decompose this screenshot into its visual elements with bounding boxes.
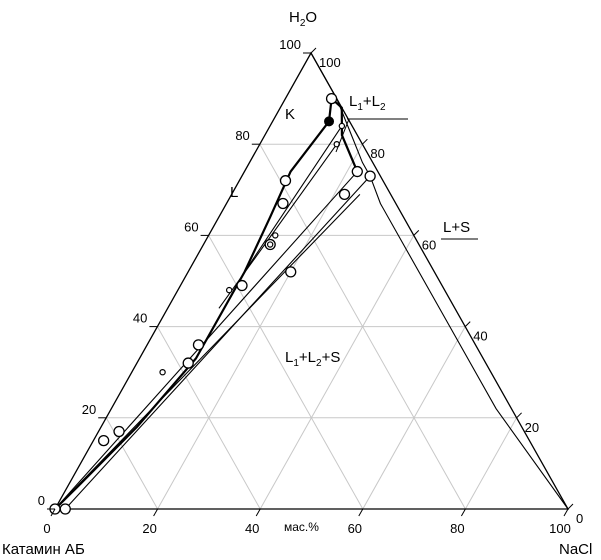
grid-nacl-40	[259, 235, 415, 510]
tick-label-bottom-20: 20	[142, 521, 156, 536]
large-point-14	[364, 170, 376, 182]
large-point-3	[113, 425, 125, 438]
tick-bottom-100	[563, 508, 569, 517]
phase-curves	[54, 52, 569, 510]
grid-lines	[105, 143, 518, 510]
data-points	[49, 92, 376, 515]
large-point-9	[285, 266, 297, 278]
h2o-main: H	[289, 9, 300, 26]
tick-label-left-100: 100	[279, 37, 301, 52]
region-label-LS: L+S	[443, 219, 470, 236]
small-point-4	[225, 286, 233, 294]
tie-line-4	[64, 175, 371, 510]
large-point-11	[325, 92, 338, 105]
small-point-0	[338, 122, 346, 130]
triangle-outline	[53, 51, 570, 510]
large-point-12	[351, 165, 363, 178]
tie-line-1	[218, 143, 338, 309]
tick-right-0	[567, 503, 574, 510]
tick-label-right-20: 20	[525, 420, 539, 435]
grid-nacl-80	[464, 417, 518, 510]
large-point-5	[192, 339, 205, 351]
tick-label-right-40: 40	[473, 329, 487, 344]
region-label-L1L2: L1+L2	[349, 93, 386, 113]
axis-unit-label: мас.%	[284, 520, 319, 534]
vertex-label-katamin: Катамин АБ	[2, 541, 85, 558]
tick-bottom-20	[153, 508, 159, 517]
h2o-subscript: 2	[300, 18, 306, 29]
solubility-curve	[310, 52, 569, 510]
small-point-5	[159, 369, 166, 376]
large-point-6	[236, 279, 248, 292]
binodal-left-curve	[54, 98, 333, 510]
tick-label-bottom-100: 100	[549, 521, 571, 536]
tie-line-0	[244, 125, 343, 273]
tick-label-bottom-80: 80	[450, 521, 464, 536]
large-point-2	[98, 434, 110, 447]
region-label-K: K	[285, 106, 295, 123]
tick-label-left-80: 80	[235, 128, 249, 143]
tie-line-3	[54, 193, 361, 510]
tie-lines	[54, 125, 371, 510]
tick-label-right-0: 0	[576, 511, 583, 526]
tick-right-80	[362, 138, 368, 145]
tick-label-right-80: 80	[370, 146, 384, 161]
grid-nacl-60	[362, 326, 466, 510]
tick-label-right-100: 100	[319, 55, 341, 70]
tick-bottom-60	[358, 508, 364, 517]
tick-label-left-0: 0	[38, 493, 45, 508]
region-label-L: L	[230, 184, 238, 201]
vertex-label-nacl: NaCl	[559, 541, 592, 558]
large-point-4	[182, 357, 194, 369]
critical-point-K	[324, 116, 335, 127]
binodal-right-curve	[330, 97, 359, 173]
L1L2-pointer-line	[335, 118, 350, 153]
small-point-2	[272, 232, 279, 239]
tick-label-left-20: 20	[82, 402, 96, 417]
tick-bottom-80	[460, 508, 466, 517]
tick-label-bottom-40: 40	[245, 521, 259, 536]
region-label-L1L2S: L1+L2+S	[285, 349, 340, 369]
large-point-10	[279, 175, 292, 187]
triangle-frame	[53, 51, 570, 510]
vertex-label-h2o: H2O	[289, 9, 317, 29]
tick-right-60	[413, 230, 420, 236]
tick-label-bottom-0: 0	[43, 521, 50, 536]
tick-label-right-60: 60	[422, 237, 436, 252]
tick-right-20	[516, 412, 522, 419]
grid-kat-40	[208, 235, 364, 510]
tick-bottom-0	[50, 508, 56, 517]
large-point-1	[59, 503, 71, 515]
tick-label-bottom-60: 60	[348, 521, 362, 536]
large-point-7	[277, 197, 289, 210]
tick-right-100	[310, 47, 317, 54]
tick-right-40	[464, 321, 471, 327]
grid-kat-60	[156, 326, 261, 510]
tick-bottom-40	[255, 508, 261, 517]
tick-label-left-60: 60	[184, 219, 198, 234]
large-point-13	[338, 188, 351, 201]
tick-label-left-40: 40	[133, 311, 147, 326]
small-point-3	[266, 241, 274, 248]
axis-ticks: 0 0 0 20 20 20 40 40 40 60 60 60 80 80 80 100 100 100	[38, 37, 583, 536]
h2o-tail: O	[305, 9, 317, 26]
